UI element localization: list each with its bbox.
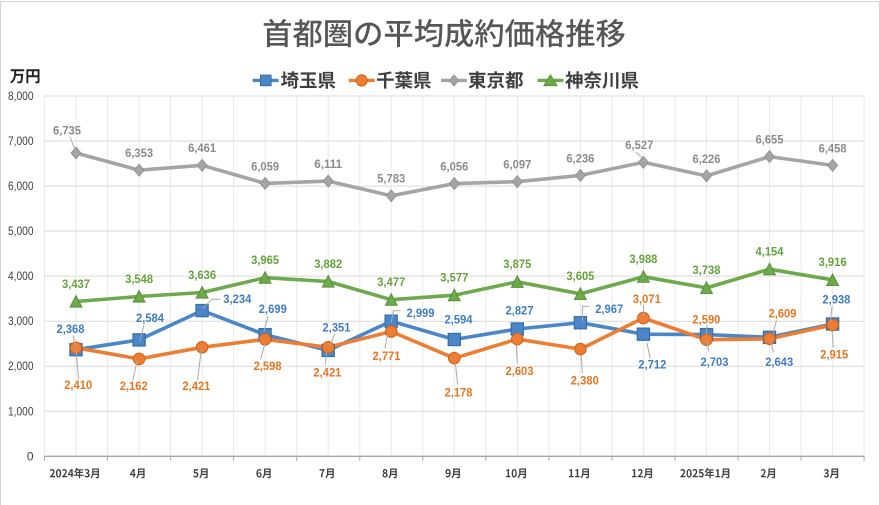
svg-text:6,000: 6,000 [8,179,34,193]
svg-text:6,097: 6,097 [503,158,531,172]
svg-text:3,916: 3,916 [819,255,847,269]
svg-text:5,000: 5,000 [8,224,34,238]
svg-text:6,458: 6,458 [819,141,847,155]
svg-text:6,527: 6,527 [625,138,653,152]
svg-text:5,783: 5,783 [377,172,405,186]
svg-text:2,712: 2,712 [638,358,666,372]
svg-text:2,351: 2,351 [323,320,351,334]
svg-text:6,655: 6,655 [756,133,784,147]
svg-text:6,236: 6,236 [566,151,594,165]
svg-text:2,594: 2,594 [445,313,473,327]
svg-text:2,368: 2,368 [57,322,85,336]
svg-text:2,178: 2,178 [445,385,473,399]
svg-text:2,703: 2,703 [701,355,729,369]
svg-text:3,636: 3,636 [188,268,216,282]
svg-text:2,938: 2,938 [822,292,850,306]
svg-text:4,000: 4,000 [8,269,34,283]
svg-text:3,437: 3,437 [62,277,90,291]
svg-text:1,000: 1,000 [8,404,34,418]
svg-text:6,735: 6,735 [53,124,81,138]
svg-text:2,967: 2,967 [595,302,623,316]
svg-text:2,584: 2,584 [136,311,164,325]
svg-text:3,577: 3,577 [440,271,468,285]
svg-text:6,461: 6,461 [188,141,216,155]
svg-text:7,000: 7,000 [8,134,34,148]
svg-text:2,699: 2,699 [259,302,287,316]
svg-text:6,226: 6,226 [693,152,721,166]
svg-text:2,421: 2,421 [182,379,210,393]
svg-text:3,605: 3,605 [566,269,594,283]
svg-text:3,988: 3,988 [629,252,657,266]
svg-text:2,421: 2,421 [313,366,341,380]
svg-text:2,000: 2,000 [8,359,34,373]
svg-text:0: 0 [27,449,34,463]
svg-text:6,353: 6,353 [125,146,153,160]
svg-text:2,643: 2,643 [765,355,793,369]
svg-text:2,603: 2,603 [506,364,534,378]
svg-text:3,875: 3,875 [503,257,531,271]
svg-text:3,071: 3,071 [633,292,661,306]
svg-text:2,590: 2,590 [692,312,720,326]
svg-text:6,056: 6,056 [440,160,468,174]
svg-text:6,059: 6,059 [251,159,279,173]
svg-text:2,609: 2,609 [769,306,797,320]
svg-text:2,410: 2,410 [64,378,92,392]
svg-text:2,999: 2,999 [407,306,435,320]
svg-text:2,771: 2,771 [373,349,401,363]
svg-text:3,477: 3,477 [377,275,405,289]
svg-text:8,000: 8,000 [8,89,34,103]
svg-text:2,827: 2,827 [506,303,534,317]
svg-text:2,380: 2,380 [571,374,599,388]
svg-text:3,882: 3,882 [314,257,342,271]
svg-text:3,738: 3,738 [693,263,721,277]
svg-text:3,000: 3,000 [8,314,34,328]
svg-text:2,915: 2,915 [820,348,848,362]
svg-text:6,111: 6,111 [314,157,342,171]
svg-text:3,965: 3,965 [251,253,279,267]
svg-text:3,234: 3,234 [223,292,251,306]
svg-text:2,598: 2,598 [254,359,282,373]
svg-text:3,548: 3,548 [125,272,153,286]
svg-text:2,162: 2,162 [120,379,148,393]
svg-text:4,154: 4,154 [756,245,784,259]
